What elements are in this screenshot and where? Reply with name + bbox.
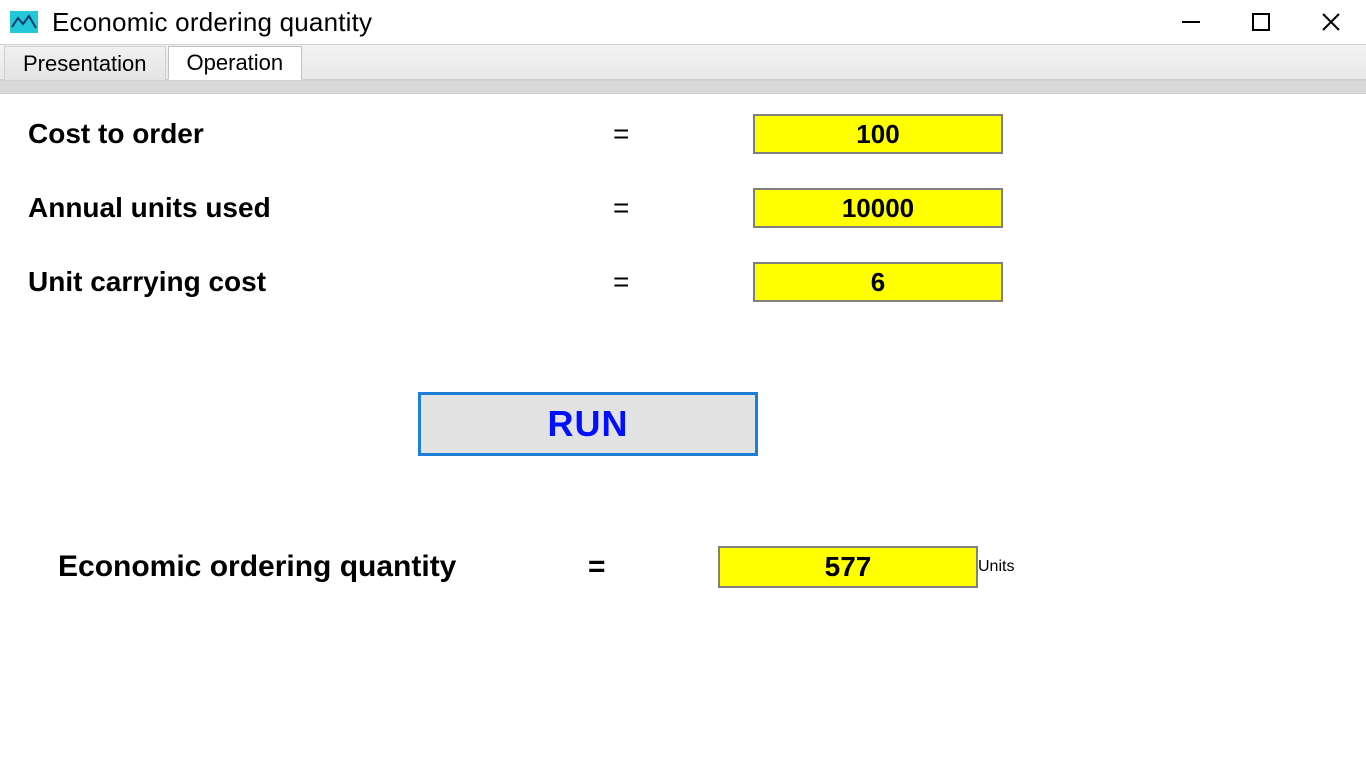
result-unit: Units (978, 558, 1014, 576)
label-unit-carrying-cost: Unit carrying cost (28, 266, 613, 298)
run-button-label: RUN (548, 403, 629, 445)
close-button[interactable] (1296, 0, 1366, 44)
input-cost-to-order[interactable]: 100 (753, 114, 1003, 154)
input-unit-carrying-cost[interactable]: 6 (753, 262, 1003, 302)
equals-sign: = (613, 192, 753, 224)
maximize-icon (1251, 12, 1271, 32)
run-row: RUN (28, 392, 1346, 456)
tab-label: Operation (187, 50, 284, 76)
row-cost-to-order: Cost to order = 100 (28, 114, 1346, 154)
input-annual-units-used[interactable]: 10000 (753, 188, 1003, 228)
window-controls (1156, 0, 1366, 44)
value-text: 100 (856, 119, 899, 150)
value-text: 577 (825, 551, 872, 583)
close-icon (1320, 11, 1342, 33)
row-result: Economic ordering quantity = 577 Units (28, 546, 1346, 588)
minimize-button[interactable] (1156, 0, 1226, 44)
tab-label: Presentation (23, 51, 147, 77)
label-cost-to-order: Cost to order (28, 118, 613, 150)
label-annual-units-used: Annual units used (28, 192, 613, 224)
equals-sign: = (588, 550, 718, 584)
app-icon (10, 11, 38, 33)
value-text: 6 (871, 267, 885, 298)
value-text: 10000 (842, 193, 914, 224)
content-panel: Cost to order = 100 Annual units used = … (0, 94, 1366, 768)
equals-sign: = (613, 118, 753, 150)
tab-operation[interactable]: Operation (168, 46, 303, 80)
run-button[interactable]: RUN (418, 392, 758, 456)
separator-bar (0, 80, 1366, 94)
minimize-icon (1180, 11, 1202, 33)
output-eoq: 577 (718, 546, 978, 588)
equals-sign: = (613, 266, 753, 298)
app-window: Economic ordering quantity (0, 0, 1366, 768)
window-title: Economic ordering quantity (52, 7, 372, 38)
titlebar: Economic ordering quantity (0, 0, 1366, 44)
row-annual-units-used: Annual units used = 10000 (28, 188, 1346, 228)
tab-presentation[interactable]: Presentation (4, 46, 166, 80)
maximize-button[interactable] (1226, 0, 1296, 44)
label-result: Economic ordering quantity (28, 550, 588, 584)
row-unit-carrying-cost: Unit carrying cost = 6 (28, 262, 1346, 302)
tabstrip: Presentation Operation (0, 44, 1366, 80)
